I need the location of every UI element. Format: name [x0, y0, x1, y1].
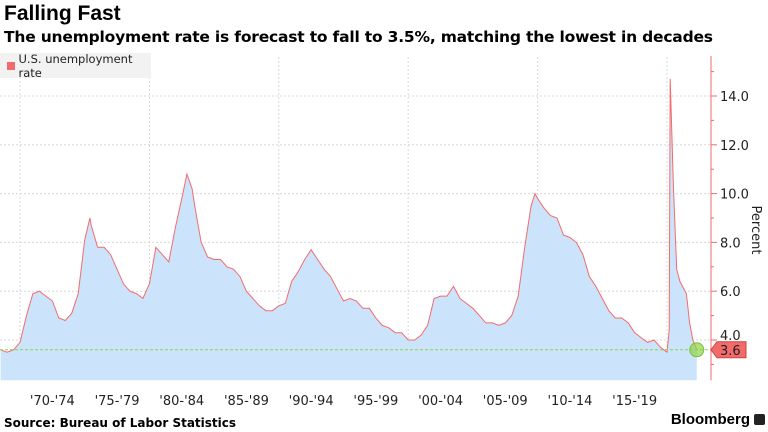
- series-line: [0, 78, 698, 354]
- y-tick-label: 14.0: [720, 90, 749, 105]
- x-tick-label: '75-'79: [95, 394, 140, 409]
- x-tick-label: '15-'19: [612, 394, 657, 409]
- x-tick-label: '85-'89: [224, 394, 269, 409]
- x-tick-label: '90-'94: [289, 394, 334, 409]
- bloomberg-logo: Bloomberg: [670, 411, 750, 428]
- y-tick-label: 6.0: [720, 285, 741, 300]
- x-tick-label: '70-'74: [30, 394, 75, 409]
- y-tick-label: 4.0: [720, 329, 741, 344]
- legend-swatch: [7, 61, 15, 70]
- x-tick-label: '05-'09: [483, 394, 528, 409]
- x-tick-label: '10-'14: [547, 394, 592, 409]
- y-tick-label: 8.0: [720, 236, 741, 251]
- chart-title: Falling Fast: [4, 2, 121, 25]
- y-tick-label: 12.0: [720, 139, 749, 154]
- x-tick-label: '80-'84: [159, 394, 204, 409]
- y-axis-title: Percent: [748, 206, 763, 255]
- legend-label: U.S. unemployment rate: [18, 51, 133, 80]
- last-value-label-box: [710, 341, 747, 359]
- x-tick-label: '95-'99: [353, 394, 398, 409]
- x-tick-label: '00-'04: [418, 394, 463, 409]
- legend: U.S. unemployment rate: [0, 51, 151, 80]
- last-value-marker: [689, 342, 705, 358]
- last-value-label: 3.6: [720, 344, 741, 359]
- source-note: Source: Bureau of Labor Statistics: [4, 416, 237, 430]
- bloomberg-terminal-icon: [754, 414, 765, 425]
- series-area: [0, 78, 697, 381]
- chart-subtitle: The unemployment rate is forecast to fal…: [4, 28, 713, 46]
- y-tick-label: 10.0: [720, 188, 749, 203]
